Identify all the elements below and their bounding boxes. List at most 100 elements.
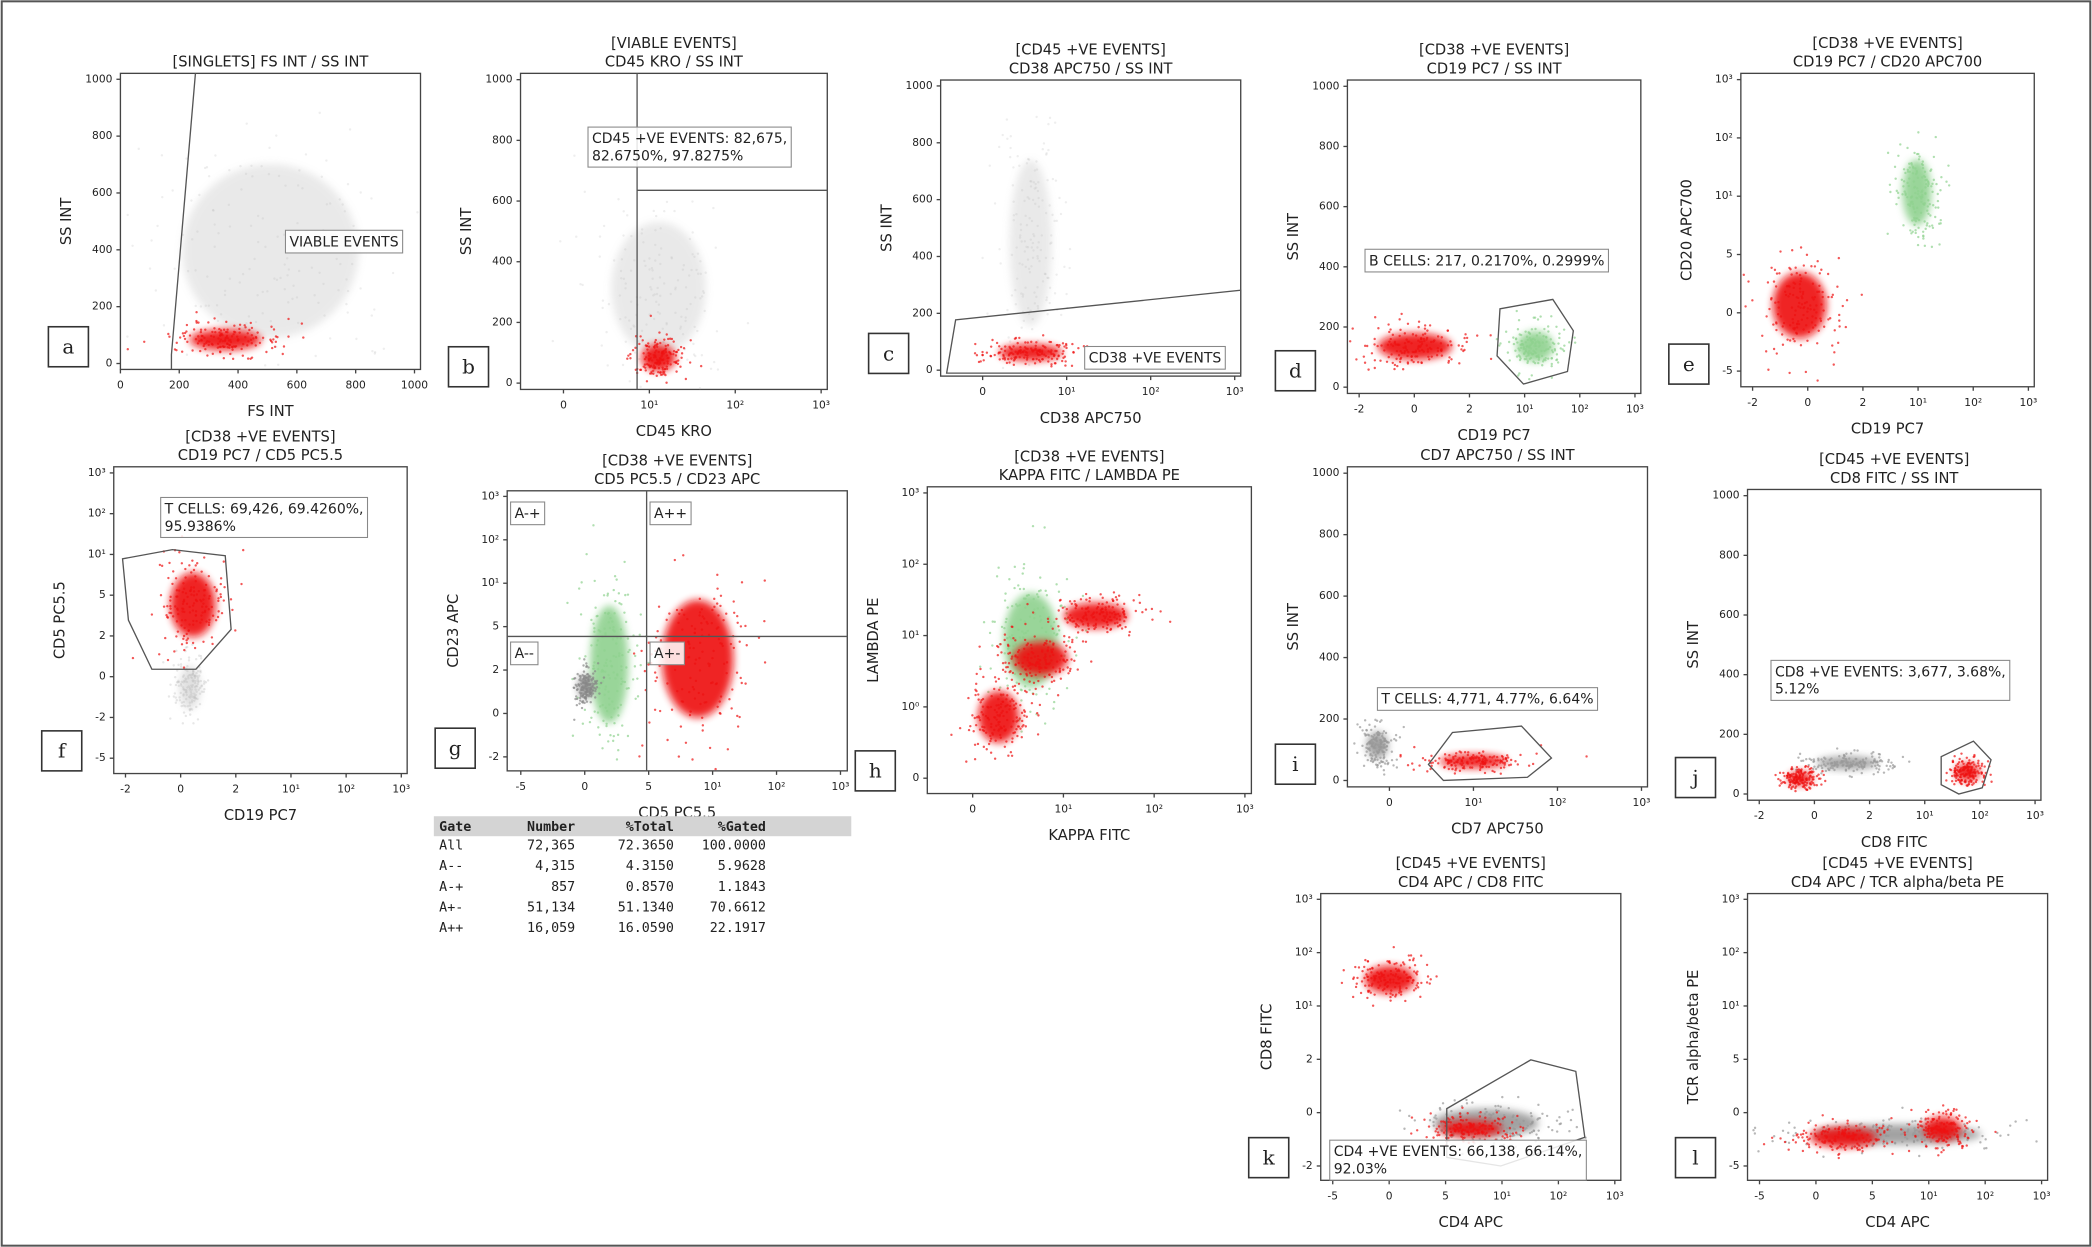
event-dot — [582, 664, 585, 667]
event-dot — [1913, 218, 1916, 221]
event-dot — [1926, 184, 1930, 188]
event-dot — [208, 594, 211, 598]
event-dot — [1860, 293, 1863, 296]
event-dot — [1801, 296, 1804, 300]
event-dot — [1050, 357, 1054, 360]
event-dot — [1522, 1119, 1525, 1123]
event-dot — [1005, 118, 1009, 121]
event-dot — [1430, 355, 1433, 358]
event-dot — [700, 716, 704, 720]
event-dot — [1371, 966, 1374, 970]
event-dot — [1886, 1128, 1889, 1131]
event-dot — [1924, 227, 1927, 231]
event-dot — [1026, 341, 1030, 344]
event-dot — [1906, 181, 1909, 185]
event-dot — [1112, 591, 1116, 594]
event-dot — [1420, 340, 1424, 343]
event-dot — [1403, 1127, 1406, 1130]
event-dot — [986, 705, 989, 709]
event-dot — [1507, 340, 1511, 344]
event-dot — [1151, 618, 1154, 621]
event-dot — [1484, 757, 1487, 760]
event-dot — [603, 664, 606, 667]
event-dot — [1030, 701, 1034, 705]
event-dot — [189, 696, 192, 699]
event-dot — [1788, 266, 1791, 270]
event-dot — [708, 663, 711, 666]
event-dot — [1032, 181, 1035, 184]
event-dot — [1365, 750, 1368, 753]
event-dot — [615, 578, 618, 581]
event-dot — [1425, 963, 1429, 967]
y-tick-label: 10¹ — [481, 576, 499, 589]
event-dot — [1038, 703, 1042, 707]
event-dot — [658, 312, 662, 315]
event-dot — [1367, 368, 1370, 371]
event-dot — [345, 302, 348, 306]
event-dot — [657, 370, 660, 374]
event-dot — [651, 269, 654, 272]
event-dot — [593, 627, 596, 630]
event-dot — [179, 657, 183, 661]
event-dot — [1012, 345, 1015, 348]
x-tick-label: 5 — [1442, 1189, 1449, 1202]
event-dot — [1550, 315, 1553, 318]
event-dot — [587, 666, 590, 669]
event-dot — [699, 702, 702, 706]
event-dot — [1528, 331, 1531, 335]
event-dot — [1829, 766, 1832, 770]
x-tick-label: 0 — [117, 378, 124, 391]
event-dot — [1504, 1133, 1507, 1136]
event-dot — [589, 688, 592, 692]
event-dot — [1917, 235, 1920, 239]
event-dot — [673, 668, 677, 672]
event-dot — [1404, 347, 1407, 350]
event-dot — [698, 669, 702, 672]
event-dot — [627, 354, 630, 357]
event-dot — [345, 278, 348, 281]
event-dot — [590, 691, 593, 694]
event-dot — [978, 718, 982, 722]
event-dot — [220, 332, 223, 335]
event-dot — [1008, 578, 1011, 581]
event-dot — [1841, 1129, 1844, 1132]
event-dot — [1819, 317, 1822, 320]
event-dot — [1980, 764, 1983, 768]
y-tick-label: 1000 — [85, 72, 112, 85]
event-dot — [1395, 962, 1398, 965]
event-dot — [1915, 152, 1919, 156]
event-dot — [1383, 349, 1386, 352]
event-dot — [647, 663, 650, 666]
event-dot — [1042, 606, 1045, 609]
event-dot — [1065, 577, 1069, 581]
event-dot — [647, 342, 650, 345]
event-dot — [199, 669, 202, 673]
gate-label: CD4 +VE EVENTS: 66,138, 66.14%, — [1334, 1144, 1583, 1160]
event-dot — [1402, 346, 1405, 349]
event-dot — [2035, 1140, 2038, 1143]
event-dot — [653, 671, 657, 674]
event-dot — [613, 574, 617, 578]
event-dot — [1044, 346, 1047, 349]
event-dot — [1030, 650, 1033, 654]
event-dot — [1899, 143, 1902, 146]
event-dot — [182, 334, 186, 338]
event-dot — [593, 630, 596, 633]
event-dot — [1816, 290, 1819, 294]
event-cloud — [179, 666, 201, 710]
event-dot — [226, 342, 229, 346]
event-dot — [1926, 209, 1929, 212]
event-dot — [1951, 760, 1955, 764]
event-dot — [1478, 751, 1481, 755]
event-dot — [1929, 169, 1932, 173]
event-dot — [580, 691, 583, 695]
event-dot — [1875, 767, 1878, 770]
event-dot — [195, 674, 199, 678]
event-dot — [168, 561, 171, 565]
event-dot — [1920, 176, 1924, 179]
event-dot — [1364, 754, 1367, 757]
event-dot — [1847, 1127, 1850, 1131]
event-dot — [1811, 767, 1815, 771]
event-dot — [1558, 1115, 1561, 1119]
